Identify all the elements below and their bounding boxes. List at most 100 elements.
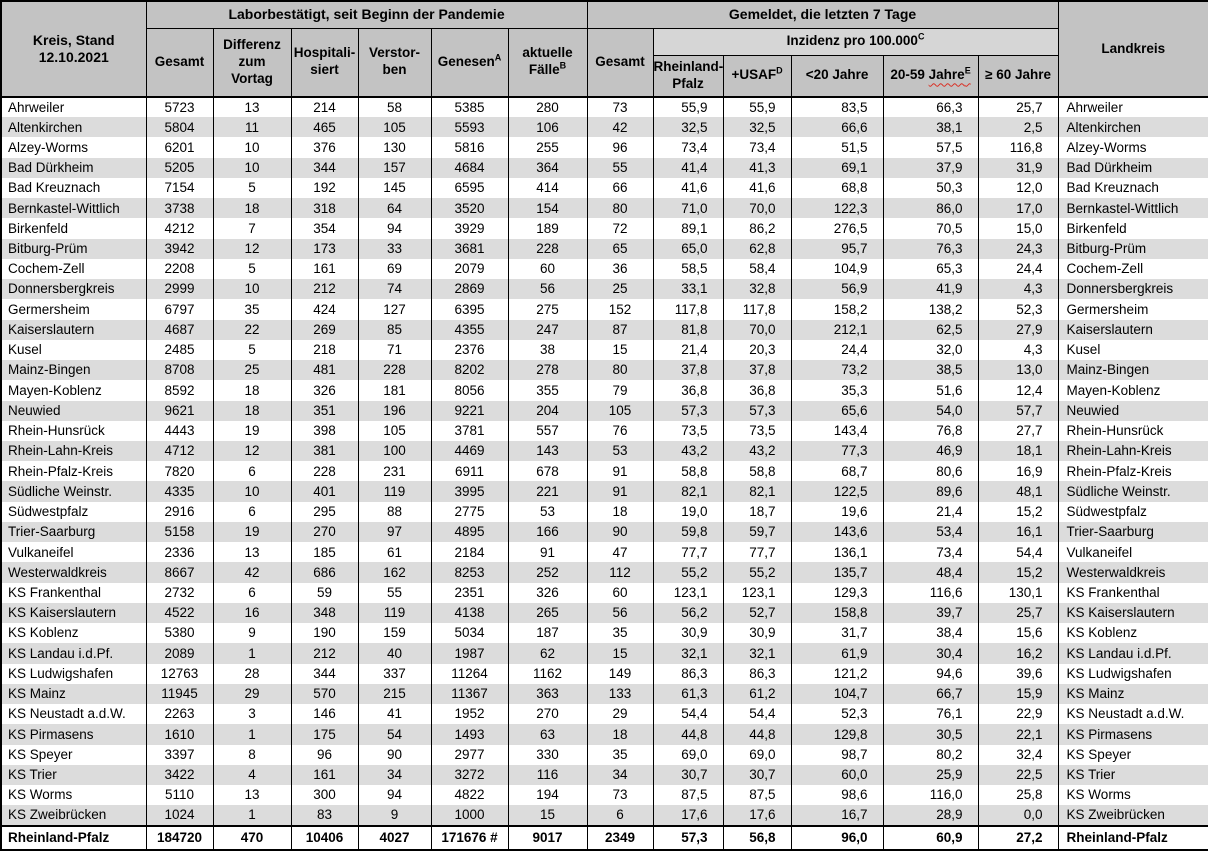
cell-inzidenz-u20: 122,5 (790, 481, 884, 502)
cell-inzidenz-20-59: 38,5 (882, 360, 979, 381)
cell-differenz: 6 (212, 582, 292, 603)
cell-inzidenz-u20: 35,3 (790, 380, 884, 401)
cell-inzidenz-rlp: 33,1 (652, 279, 724, 300)
cell-inzidenz-usaf: 52,7 (722, 602, 792, 624)
cell-aktuelle-faelle: 56 (507, 279, 588, 300)
landkreis-cell: KS Trier (1057, 764, 1208, 785)
cell-verstorben: 157 (357, 157, 432, 178)
cell-inzidenz-rlp: 41,6 (652, 177, 724, 199)
landkreis-cell: Alzey-Worms (1057, 137, 1208, 158)
cell-inzidenz-20-59: 28,9 (882, 805, 979, 826)
cell-differenz: 25 (212, 360, 292, 381)
landkreis-cell: Bad Kreuznach (1057, 177, 1208, 199)
cell-inzidenz-20-59: 48,4 (882, 562, 979, 583)
cell-aktuelle-faelle: 189 (507, 218, 588, 239)
cell-hospitalisiert: 344 (290, 157, 359, 178)
cell-hospitalisiert: 212 (290, 279, 359, 300)
cell-inzidenz-20-59: 21,4 (882, 501, 979, 522)
cell-differenz: 3 (212, 704, 292, 725)
cell-verstorben: 127 (357, 299, 432, 320)
cell-inzidenz-usaf: 30,7 (722, 764, 792, 785)
table-row: Rhein-Lahn-Kreis 4712 12 381 100 4469 143 53 43,… (0, 440, 1208, 462)
table-row: Rhein-Pfalz-Kreis 7820 6 228 231 6911 678 91 58,… (0, 461, 1208, 482)
total-hospitalisiert-cell: 10406 (290, 825, 359, 850)
cell-hospitalisiert: 214 (290, 97, 359, 118)
table-totals: Rheinland-Pfalz 184720 470 10406 4027 17… (0, 825, 1208, 850)
cell-inzidenz-usaf: 36,8 (722, 380, 792, 401)
kreis-cell: Südwestpfalz (0, 501, 147, 522)
cell-inzidenz-20-59: 76,3 (882, 238, 979, 259)
cell-inzidenz-u20: 52,3 (790, 704, 884, 725)
cell-differenz: 13 (212, 542, 292, 563)
kreis-cell: KS Frankenthal (0, 582, 147, 603)
cell-gesamt-7tage: 60 (586, 582, 654, 603)
table-row: Cochem-Zell 2208 5 161 69 2079 60 36 58,5 58,4 104… (0, 258, 1208, 280)
table-row: KS Trier 3422 4 161 34 3272 116 34 30,7 30,7 60,0 2… (0, 764, 1208, 785)
header-col-verstorben: Verstor- ben (357, 28, 432, 97)
cell-genesen: 5593 (430, 117, 509, 138)
cell-gesamt-7tage: 56 (586, 602, 654, 624)
cell-inzidenz-usaf: 87,5 (722, 784, 792, 806)
kreis-cell: Südliche Weinstr. (0, 481, 147, 502)
cell-inzidenz-20-59: 116,0 (882, 784, 979, 806)
cell-inzidenz-usaf: 117,8 (722, 299, 792, 320)
kreis-cell: Kaiserslautern (0, 319, 147, 340)
cell-gesamt: 7154 (145, 177, 214, 199)
cell-inzidenz-usaf: 82,1 (722, 481, 792, 502)
cell-inzidenz-20-59: 25,9 (882, 764, 979, 785)
cell-inzidenz-usaf: 41,6 (722, 177, 792, 199)
landkreis-cell: KS Worms (1057, 784, 1208, 806)
landkreis-cell: Bernkastel-Wittlich (1057, 198, 1208, 219)
cell-inzidenz-usaf: 62,8 (722, 238, 792, 259)
cell-inzidenz-20-59: 76,1 (882, 704, 979, 725)
cell-gesamt: 12763 (145, 663, 214, 684)
cell-differenz: 6 (212, 501, 292, 522)
cell-aktuelle-faelle: 15 (507, 805, 588, 826)
cell-hospitalisiert: 398 (290, 420, 359, 441)
cell-inzidenz-20-59: 65,3 (882, 258, 979, 280)
cell-gesamt-7tage: 133 (586, 683, 654, 705)
cell-verstorben: 40 (357, 643, 432, 664)
cell-genesen: 2977 (430, 744, 509, 765)
cell-gesamt: 4522 (145, 602, 214, 624)
cell-gesamt: 2999 (145, 279, 214, 300)
cell-inzidenz-u20: 95,7 (790, 238, 884, 259)
cell-verstorben: 105 (357, 420, 432, 441)
cell-differenz: 10 (212, 137, 292, 158)
cell-gesamt: 8708 (145, 360, 214, 381)
cell-inzidenz-usaf: 17,6 (722, 805, 792, 826)
landkreis-cell: KS Pirmasens (1057, 724, 1208, 745)
table-row: Kusel 2485 5 218 71 2376 38 15 21,4 20,3 24,4 32,0 4… (0, 339, 1208, 361)
cell-hospitalisiert: 161 (290, 764, 359, 785)
kreis-cell: Bad Kreuznach (0, 177, 147, 199)
cell-inzidenz-u20: 69,1 (790, 157, 884, 178)
cell-genesen: 2376 (430, 339, 509, 361)
footnote-marker-c: C (917, 31, 925, 42)
cell-differenz: 29 (212, 683, 292, 705)
cell-inzidenz-60plus: 2,5 (977, 117, 1059, 138)
cell-inzidenz-u20: 68,8 (790, 177, 884, 199)
table-row: KS Landau i.d.Pf. 2089 1 212 40 1987 62 15 32,1 3… (0, 643, 1208, 664)
cell-aktuelle-faelle: 91 (507, 542, 588, 563)
cell-inzidenz-20-59: 70,5 (882, 218, 979, 239)
cell-hospitalisiert: 686 (290, 562, 359, 583)
cell-inzidenz-usaf: 54,4 (722, 704, 792, 725)
cell-inzidenz-rlp: 32,1 (652, 643, 724, 664)
cell-gesamt-7tage: 80 (586, 360, 654, 381)
cell-genesen: 3520 (430, 198, 509, 219)
total-verstorben-cell: 4027 (357, 825, 432, 850)
cell-gesamt: 2732 (145, 582, 214, 603)
cell-inzidenz-usaf: 41,3 (722, 157, 792, 178)
table-row: Altenkirchen 5804 11 465 105 5593 106 42 32,5 32,… (0, 117, 1208, 138)
cell-inzidenz-rlp: 44,8 (652, 724, 724, 745)
cell-inzidenz-60plus: 27,9 (977, 319, 1059, 340)
cell-inzidenz-60plus: 13,0 (977, 360, 1059, 381)
cell-gesamt: 9621 (145, 400, 214, 421)
total-genesen-cell: 171676 # (430, 825, 509, 850)
cell-aktuelle-faelle: 364 (507, 157, 588, 178)
cell-genesen: 8253 (430, 562, 509, 583)
cell-inzidenz-rlp: 117,8 (652, 299, 724, 320)
cell-inzidenz-u20: 66,6 (790, 117, 884, 138)
cell-inzidenz-rlp: 86,3 (652, 663, 724, 684)
